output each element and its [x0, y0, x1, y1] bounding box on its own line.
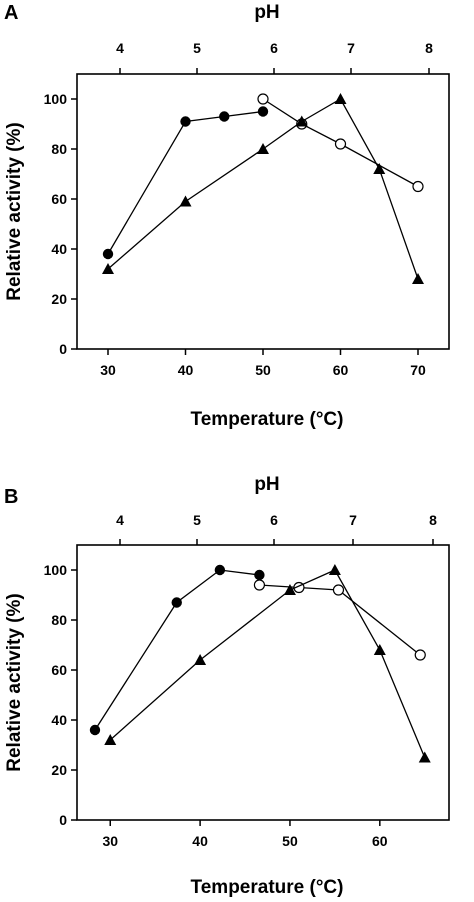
panel-a-x-tick-label: 70: [410, 362, 426, 378]
panel-b-y-tick-label: 40: [51, 712, 67, 728]
panel-b: B 0 20 40 60 80 100 30 40 50 60 4 5 6 7 8 pH Temperature …: [4, 474, 450, 898]
panel-a-y-tick-label: 40: [51, 241, 67, 257]
panel-a-series-filled-circle: [102, 106, 269, 260]
panel-a-series-filled-triangle: [102, 93, 424, 284]
panel-a-letter: A: [4, 2, 18, 24]
panel-a-y-tick-label: 60: [51, 191, 67, 207]
panel-a-ph-tick-label: 8: [425, 40, 433, 56]
panel-b-triangle-point: [418, 751, 431, 763]
panel-a-y-tick-label: 0: [59, 341, 67, 357]
panel-a-triangle-point: [257, 143, 269, 154]
panel-b-filled-circle-point: [171, 597, 182, 608]
panel-b-filled-circle-point: [254, 569, 265, 581]
panel-a-ph-tick-label: 6: [270, 40, 278, 56]
panel-a-triangle-point: [373, 163, 386, 174]
panel-b-triangle-point: [283, 584, 296, 595]
panel-a-x-tick-label: 30: [100, 362, 116, 378]
panel-a-x-axis-label: Temperature (°C): [191, 409, 344, 430]
panel-b-filled-triangle-line: [109, 569, 426, 758]
panel-a-x-tick-label: 50: [255, 362, 271, 378]
panel-a-y-tick-label: 20: [51, 291, 67, 307]
panel-a-ph-axis-label: pH: [254, 2, 279, 23]
panel-b-triangle-point: [373, 644, 386, 655]
panel-b-series-open-circle: [253, 579, 426, 661]
panel-b-y-axis-label: Relative activity (%): [4, 593, 25, 771]
panel-b-open-circle-point: [414, 649, 426, 661]
panel-a-open-circle-point: [334, 138, 347, 150]
panel-b-open-circle-line: [259, 584, 421, 656]
panel-a-ph-tick-label: 7: [347, 40, 355, 56]
panel-a-open-circle-point: [257, 93, 269, 105]
panel-a-triangle-point: [334, 93, 347, 104]
panel-b-ph-tick-label: 5: [193, 512, 201, 528]
panel-a-filled-triangle-line: [107, 98, 419, 280]
panel-a-triangle-point: [412, 273, 424, 284]
panel-b-triangle-point: [194, 654, 207, 665]
panel-a-triangle-point: [295, 115, 308, 127]
panel-a-x-tick-label: 40: [178, 362, 194, 378]
panel-b-y-tick-label: 20: [51, 762, 67, 778]
panel-a-filled-circle-point: [102, 248, 114, 260]
panel-b-x-tick-label: 40: [192, 833, 208, 849]
panel-a-filled-circle-line: [107, 110, 264, 255]
panel-b-filled-circle-point: [214, 564, 226, 576]
panel-a-ph-tick-label: 5: [193, 40, 201, 56]
panel-a-ph-tick-label: 4: [116, 40, 124, 56]
panel-b-open-circle-point: [332, 584, 345, 596]
panel-b-y-tick-label: 100: [44, 562, 68, 578]
panel-a-filled-circle-point: [180, 116, 191, 127]
panel-b-ph-axis-label: pH: [254, 474, 279, 495]
panel-b-open-circle-point: [253, 579, 266, 591]
panel-b-series-filled-circle: [89, 564, 265, 736]
panel-a-triangle-point: [102, 263, 114, 274]
panel-a-x-tick-label: 60: [333, 362, 349, 378]
panel-b-plot-frame: [76, 544, 450, 821]
panel-b-ph-tick-label: 7: [349, 512, 357, 528]
panel-b-x-tick-label: 60: [372, 833, 388, 849]
panel-b-filled-circle-line: [94, 569, 260, 731]
panel-b-x-tick-label: 50: [282, 833, 298, 849]
panel-b-letter: B: [4, 486, 18, 508]
panel-a-y-tick-label: 100: [44, 91, 68, 107]
panel-b-triangle-point: [104, 734, 117, 745]
panel-a-series-open-circle: [257, 93, 424, 193]
panel-b-filled-circle-point: [89, 724, 101, 736]
panel-b-y-tick-label: 0: [59, 812, 67, 828]
panel-b-triangle-point: [328, 564, 341, 575]
panel-a-filled-circle-point: [219, 111, 230, 122]
panel-a-open-circle-point: [412, 180, 424, 193]
panel-a-filled-circle-point: [257, 106, 269, 117]
panel-b-ph-tick-label: 4: [116, 512, 124, 528]
panel-a-y-tick-label: 80: [51, 141, 67, 157]
panel-b-x-tick-label: 30: [102, 833, 118, 849]
panel-a-y-axis-label: Relative activity (%): [4, 122, 25, 300]
panel-b-series-filled-triangle: [104, 564, 431, 763]
panel-a-triangle-point: [179, 195, 192, 207]
panel-b-ph-tick-label: 6: [270, 512, 278, 528]
panel-b-y-tick-label: 60: [51, 662, 67, 678]
panel-b-y-tick-label: 80: [51, 612, 67, 628]
panel-b-x-axis-label: Temperature (°C): [191, 877, 344, 898]
panel-a: A 0 20 40 60 80 100 30 40 50 60 70 4 5 6 7 8 pH Temperatur…: [4, 2, 450, 430]
panel-b-ph-tick-label: 8: [429, 512, 437, 528]
